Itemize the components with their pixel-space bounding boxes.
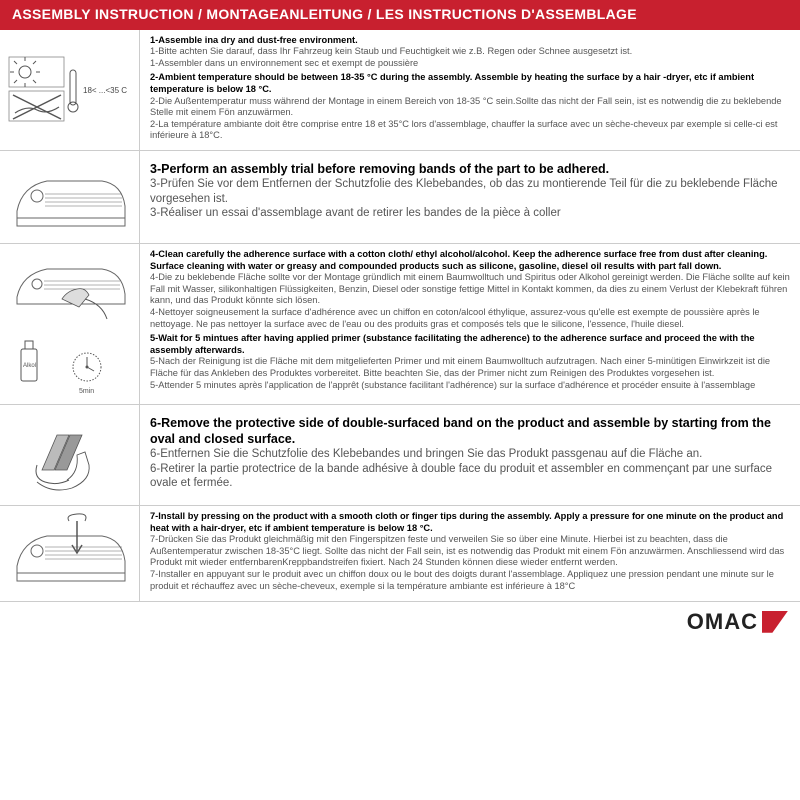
step-6-fr: 6-Retirer la partie protectrice de la ba… (150, 462, 790, 491)
step-6-en: 6-Remove the protective side of double-s… (150, 415, 790, 448)
illustration-environment: 18< ...<35 C (0, 30, 140, 150)
step-1-en: 1-Assemble ina dry and dust-free environ… (150, 35, 790, 47)
section-1-text: 1-Assemble ina dry and dust-free environ… (140, 30, 800, 150)
logo-accent (762, 611, 788, 633)
footer: OMAC (0, 602, 800, 642)
step-7-de: 7-Drücken Sie das Produkt gleichmäßig mi… (150, 534, 790, 569)
section-4: 6-Remove the protective side of double-s… (0, 405, 800, 506)
step-3-de: 3-Prüfen Sie vor dem Entfernen der Schut… (150, 177, 790, 206)
step-3-en: 3-Perform an assembly trial before remov… (150, 161, 790, 177)
section-5-text: 7-Install by pressing on the product wit… (140, 506, 800, 601)
section-4-text: 6-Remove the protective side of double-s… (140, 405, 800, 505)
step-5-fr: 5-Attender 5 minutes après l'application… (150, 380, 790, 392)
illustration-remove (0, 405, 140, 505)
section-5: 7-Install by pressing on the product wit… (0, 506, 800, 602)
section-2: 3-Perform an assembly trial before remov… (0, 151, 800, 244)
logo: OMAC (687, 608, 788, 636)
step-1-fr: 1-Assembler dans un environnement sec et… (150, 58, 790, 70)
step-4-fr: 4-Nettoyer soigneusement la surface d'ad… (150, 307, 790, 330)
step-3-fr: 3-Réaliser un essai d'assemblage avant d… (150, 206, 790, 220)
step-7-en: 7-Install by pressing on the product wit… (150, 511, 790, 534)
section-2-text: 3-Perform an assembly trial before remov… (140, 151, 800, 243)
title-bar: ASSEMBLY INSTRUCTION / MONTAGEANLEITUNG … (0, 0, 800, 30)
temp-label-svg: 18< ...<35 C (83, 86, 127, 95)
step-4-en: 4-Clean carefully the adherence surface … (150, 249, 790, 272)
illustration-install (0, 506, 140, 601)
svg-text:5min: 5min (79, 388, 94, 395)
step-2-en: 2-Ambient temperature should be between … (150, 72, 790, 95)
title-text: ASSEMBLY INSTRUCTION / MONTAGEANLEITUNG … (12, 6, 637, 22)
step-5-en: 5-Wait for 5 mintues after having applie… (150, 333, 790, 356)
step-5-de: 5-Nach der Reinigung ist die Fläche mit … (150, 356, 790, 379)
step-2-de: 2-Die Außentemperatur muss während der M… (150, 96, 790, 119)
step-2-fr: 2-La température ambiante doit être comp… (150, 119, 790, 142)
step-1-de: 1-Bitte achten Sie darauf, dass Ihr Fahr… (150, 46, 790, 58)
svg-text:Alkol: Alkol (23, 363, 36, 369)
section-3-text: 4-Clean carefully the adherence surface … (140, 244, 800, 404)
section-3: Alkol 5min 4-Clean carefully the adheren… (0, 244, 800, 405)
step-4-de: 4-Die zu beklebende Fläche sollte vor de… (150, 272, 790, 307)
section-1: 18< ...<35 C 1-Assemble ina dry and dust… (0, 30, 800, 151)
illustration-clean: Alkol 5min (0, 244, 140, 404)
step-7-fr: 7-Installer en appuyant sur le produit a… (150, 569, 790, 592)
step-6-de: 6-Entfernen Sie die Schutzfolie des Kleb… (150, 447, 790, 461)
illustration-trial (0, 151, 140, 243)
logo-text: OMAC (687, 608, 758, 636)
